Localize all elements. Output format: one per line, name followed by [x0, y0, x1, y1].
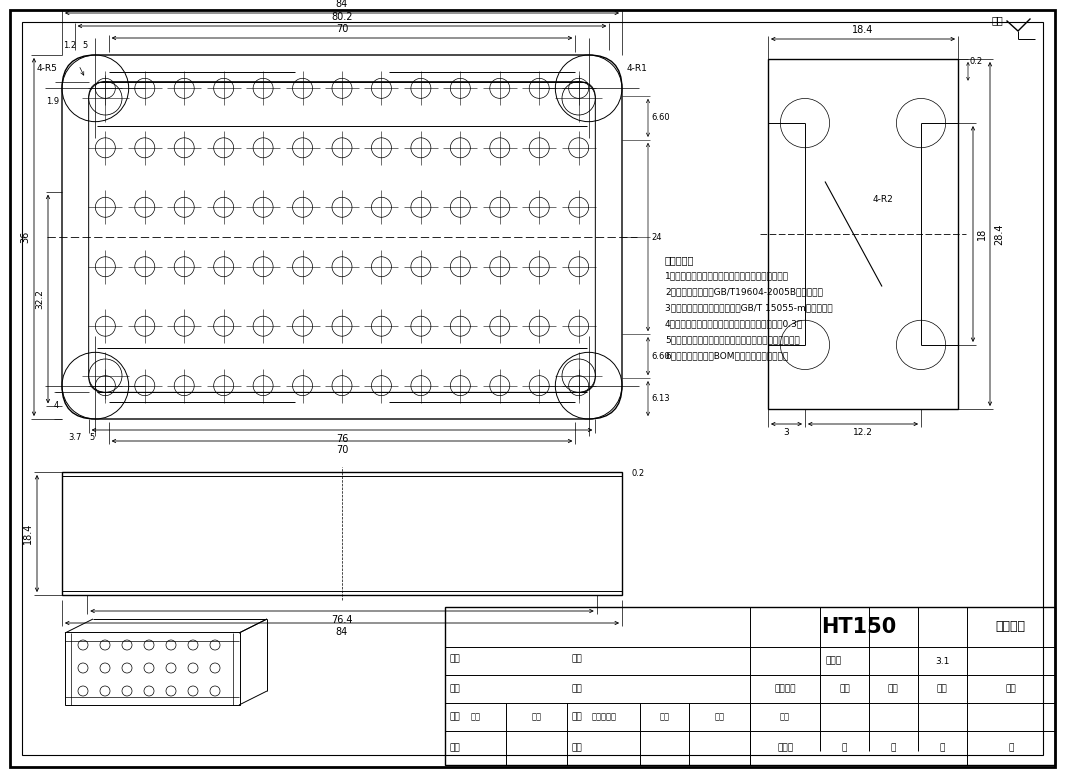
Text: 4-R1: 4-R1 — [627, 64, 648, 73]
Text: 张: 张 — [890, 744, 896, 752]
Bar — [62, 472, 622, 595]
Text: 签字: 签字 — [659, 713, 670, 722]
Text: 校对: 校对 — [449, 654, 460, 664]
Text: 审核: 审核 — [449, 744, 460, 752]
Text: 28.4: 28.4 — [994, 223, 1004, 245]
Text: 1、焊接为一体结构，焊接半圆，焊缝处打磨平整；: 1、焊接为一体结构，焊接半圆，焊缝处打磨平整； — [665, 271, 789, 280]
Text: 3.1: 3.1 — [935, 657, 949, 665]
Text: 版本: 版本 — [839, 685, 850, 694]
Bar — [445, 607, 1055, 765]
Text: 日期: 日期 — [571, 744, 581, 752]
Text: 4、钣金下料采用激光切割工艺，切割面光洁度达0.3，: 4、钣金下料采用激光切割工艺，切割面光洁度达0.3， — [665, 319, 803, 328]
Text: 4-R5: 4-R5 — [36, 64, 58, 73]
Text: 标识号: 标识号 — [825, 657, 842, 665]
Text: 6.13: 6.13 — [651, 394, 670, 403]
Text: 18.4: 18.4 — [23, 523, 33, 544]
Text: 36: 36 — [20, 231, 30, 243]
Text: 70: 70 — [335, 445, 348, 455]
Text: 24: 24 — [651, 232, 661, 242]
Text: 标记: 标记 — [471, 713, 480, 722]
Text: 批准: 批准 — [571, 654, 581, 664]
Text: 18: 18 — [977, 228, 987, 240]
Text: 84: 84 — [335, 627, 348, 637]
Bar — [768, 59, 958, 409]
Text: 3、未注塑性及角度尺寸公差按GB/T 15055-m级公差计；: 3、未注塑性及角度尺寸公差按GB/T 15055-m级公差计； — [665, 303, 833, 312]
Text: 工艺: 工艺 — [571, 685, 581, 694]
Text: 4-R2: 4-R2 — [872, 194, 894, 204]
Text: 6.60: 6.60 — [651, 352, 670, 361]
Text: 2、未注焊接公差按GB/T19604-2005B级公差计；: 2、未注焊接公差按GB/T19604-2005B级公差计； — [665, 287, 823, 296]
Text: 制图: 制图 — [449, 713, 460, 722]
Text: 电机罩壳: 电机罩壳 — [996, 621, 1026, 633]
Text: 5: 5 — [89, 433, 95, 442]
Text: 70: 70 — [335, 24, 348, 34]
Text: 技术要求：: 技术要求： — [665, 255, 694, 265]
Text: 0.2: 0.2 — [970, 57, 983, 67]
Text: 主关件: 主关件 — [777, 744, 793, 752]
Text: 图号: 图号 — [1005, 685, 1016, 694]
Text: 4: 4 — [53, 401, 59, 410]
Text: 张: 张 — [1009, 744, 1014, 752]
Text: 比例: 比例 — [937, 685, 948, 694]
Text: 其余: 其余 — [992, 15, 1003, 25]
Text: 84: 84 — [335, 0, 348, 9]
Text: 重量: 重量 — [888, 685, 899, 694]
Text: 80.2: 80.2 — [331, 12, 353, 22]
Text: 5: 5 — [83, 41, 88, 50]
Text: 共: 共 — [841, 744, 848, 752]
Text: 3.7: 3.7 — [68, 433, 81, 442]
Text: 处数: 处数 — [531, 713, 541, 722]
Text: 12.2: 12.2 — [853, 428, 873, 437]
Text: 1.9: 1.9 — [46, 97, 59, 106]
Text: 76.4: 76.4 — [331, 615, 353, 625]
Text: 5、表面涂装为灰白色环氧防锈底漆，螺纹孔涂防锈油，: 5、表面涂装为灰白色环氧防锈底漆，螺纹孔涂防锈油， — [665, 335, 800, 344]
Text: 6.60: 6.60 — [651, 113, 670, 122]
Text: 图样标记: 图样标记 — [774, 685, 796, 694]
Text: 3: 3 — [784, 428, 789, 437]
Text: 32.2: 32.2 — [35, 289, 44, 309]
Bar — [65, 632, 240, 705]
Text: 1.2: 1.2 — [64, 41, 77, 50]
Text: HT150: HT150 — [821, 617, 896, 637]
Text: 76: 76 — [335, 434, 348, 444]
Text: 18.4: 18.4 — [852, 25, 873, 35]
Text: 6、最终涂装颜色按BOM清单中备注颜色执行。: 6、最终涂装颜色按BOM清单中备注颜色执行。 — [665, 351, 788, 360]
Text: 参数: 参数 — [780, 713, 790, 722]
Text: 设计: 设计 — [449, 685, 460, 694]
Text: 更改文件号: 更改文件号 — [591, 713, 616, 722]
Text: 日期: 日期 — [715, 713, 724, 722]
Text: 0.2: 0.2 — [632, 469, 645, 479]
Text: 第: 第 — [939, 744, 945, 752]
Text: 标准: 标准 — [571, 713, 581, 722]
